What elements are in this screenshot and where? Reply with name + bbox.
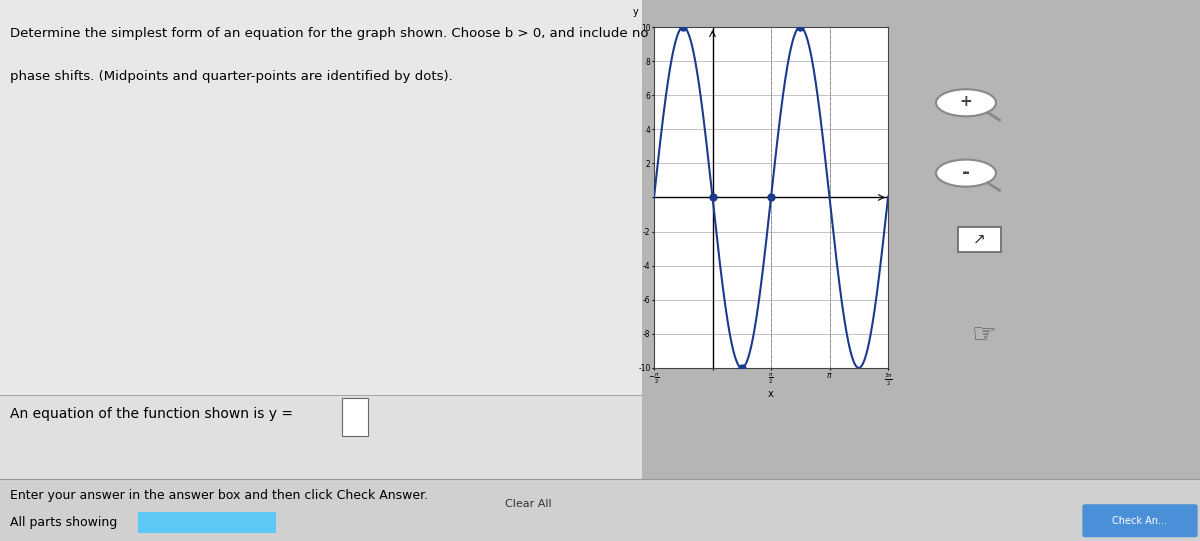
Text: Determine the simplest form of an equation for the graph shown. Choose b > 0, an: Determine the simplest form of an equati…	[10, 27, 648, 40]
FancyBboxPatch shape	[0, 0, 642, 395]
Text: phase shifts. (Midpoints and quarter-points are identified by dots).: phase shifts. (Midpoints and quarter-poi…	[10, 70, 452, 83]
FancyBboxPatch shape	[0, 479, 1200, 541]
Point	[673, 23, 692, 31]
Text: -: -	[962, 162, 970, 182]
FancyBboxPatch shape	[342, 398, 368, 436]
Circle shape	[936, 89, 996, 116]
Text: ↗: ↗	[973, 232, 985, 247]
Text: ☞: ☞	[972, 321, 996, 349]
FancyBboxPatch shape	[138, 512, 276, 533]
FancyBboxPatch shape	[958, 227, 1001, 252]
Text: An equation of the function shown is y =: An equation of the function shown is y =	[10, 407, 293, 421]
Text: All parts showing: All parts showing	[10, 516, 116, 529]
Point	[791, 23, 810, 31]
FancyBboxPatch shape	[1082, 504, 1198, 537]
Point	[732, 364, 751, 372]
FancyBboxPatch shape	[0, 395, 642, 479]
Text: Enter your answer in the answer box and then click Check Answer.: Enter your answer in the answer box and …	[10, 489, 427, 502]
X-axis label: x: x	[768, 389, 774, 399]
Text: Check An...: Check An...	[1112, 516, 1168, 526]
Point	[703, 193, 722, 202]
Text: +: +	[960, 94, 972, 109]
Text: Clear All: Clear All	[505, 499, 551, 509]
Point	[762, 193, 781, 202]
Circle shape	[936, 160, 996, 187]
Y-axis label: y: y	[632, 7, 638, 17]
